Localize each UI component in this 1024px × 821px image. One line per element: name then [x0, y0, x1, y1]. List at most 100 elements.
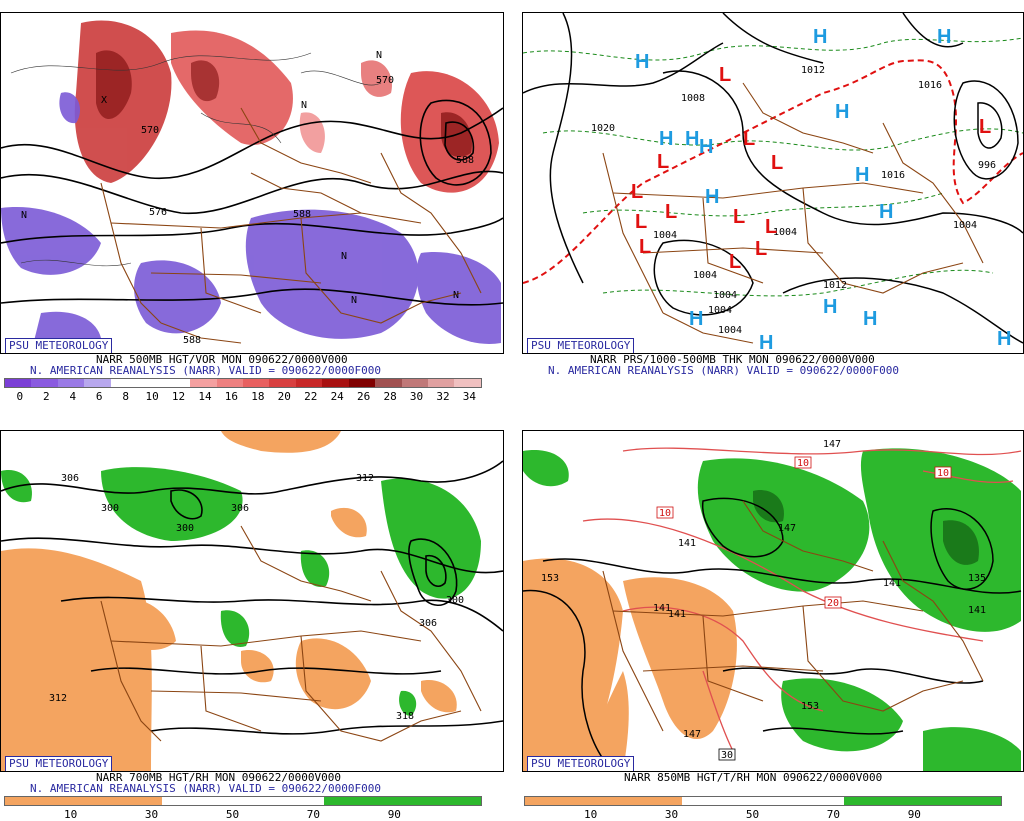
rh-colorbar-labels: 10 30 50 70 90	[4, 808, 480, 821]
colorbar-tick-label: 2	[42, 390, 50, 403]
contour-label: 153	[541, 573, 559, 584]
colorbar-tick-label: 26	[357, 390, 371, 403]
low-pressure-symbol: L	[743, 128, 755, 150]
low-pressure-symbol: L	[635, 211, 647, 233]
temp-label: 10	[797, 458, 809, 469]
contour-label: 141	[968, 605, 986, 616]
contour-label: 318	[396, 711, 414, 722]
map-500mb: 576 588 588 588 570 570 N N N N N N X PS…	[0, 12, 504, 354]
colorbar-swatch	[454, 379, 481, 387]
contour-label: 300	[101, 503, 119, 514]
isobar-label: 1012	[801, 65, 825, 76]
vort-label: N	[301, 100, 307, 111]
geography-lines	[100, 525, 482, 742]
contour-label: 588	[456, 155, 474, 166]
caption-line2: N. AMERICAN REANALYSIS (NARR) VALID = 09…	[548, 364, 899, 377]
colorbar-tick-label: 32	[436, 390, 450, 403]
vorticity-contours	[10, 52, 382, 267]
colorbar-swatch	[84, 379, 111, 387]
vort-label: N	[376, 50, 382, 61]
contour-label: 141	[678, 538, 696, 549]
high-pressure-symbol: H	[685, 128, 699, 150]
colorbar-tick-label: 10	[145, 390, 159, 403]
panel-700mb-rh: 306 300 300 306 312 300 306 312 318 PSU …	[0, 418, 504, 821]
colorbar-tick-label: 34	[462, 390, 477, 403]
height-contours	[1, 460, 503, 735]
moist-shading-dark	[753, 490, 979, 565]
colorbar-swatch	[269, 379, 296, 387]
temp-label: 30	[721, 750, 733, 761]
low-pressure-symbol: L	[979, 116, 991, 138]
contour-label: 147	[823, 439, 841, 450]
panel-500mb-vorticity: 576 588 588 588 570 570 N N N N N N X PS…	[0, 0, 504, 405]
vorticity-colorbar	[4, 378, 482, 388]
high-pressure-symbol: H	[835, 101, 849, 123]
colorbar-swatch	[57, 379, 85, 387]
caption-line1: NARR 850MB HGT/T/RH MON 090622/0000V000	[624, 771, 883, 784]
low-pressure-symbol: L	[765, 216, 777, 238]
colorbar-tick-label: 70	[826, 808, 841, 821]
colorbar-tick-label: 14	[198, 390, 212, 403]
contour-labels: 306 300 300 306 312 300 306 312 318	[49, 473, 464, 722]
high-pressure-symbol: H	[759, 332, 773, 353]
colorbar-swatch	[5, 379, 32, 387]
vort-label: N	[21, 210, 27, 221]
isobar-label: 1004	[693, 270, 717, 281]
colorbar-tick-label: 6	[95, 390, 103, 403]
vorticity-positive-shading	[74, 20, 499, 193]
vort-label: N	[453, 290, 459, 301]
contour-label: 312	[356, 473, 374, 484]
isobar-label: 1004	[708, 305, 732, 316]
colorbar-swatch	[190, 379, 217, 387]
low-pressure-symbol: L	[665, 201, 677, 223]
temperature-labels: 10 10 10 20 30	[656, 456, 952, 761]
high-pressure-symbol: H	[879, 201, 893, 223]
contour-labels: 147 153 141 141 141 141 135 141 147 153 …	[541, 439, 986, 740]
contour-label: 570	[376, 75, 394, 86]
colorbar-swatch	[31, 379, 58, 387]
panel-850mb-rh: 147 153 141 141 141 141 135 141 147 153 …	[520, 418, 1024, 821]
colorbar-tick-label: 16	[224, 390, 239, 403]
isobar-label: 996	[978, 160, 996, 171]
isobar-label: 1004	[653, 230, 677, 241]
colorbar-tick-label: 90	[387, 808, 401, 821]
isobar-label: 1008	[681, 93, 705, 104]
colorbar-swatch	[428, 379, 455, 387]
isobar-label: 1020	[591, 123, 615, 134]
map-500mb-svg: 576 588 588 588 570 570 N N N N N N X	[1, 20, 503, 353]
contour-label: 576	[149, 207, 167, 218]
geography-lines	[100, 107, 482, 344]
colorbar-tick-label: 50	[225, 808, 240, 821]
colorbar-tick-label: 50	[745, 808, 760, 821]
high-pressure-symbol: H	[997, 328, 1011, 350]
high-pressure-symbol: H	[823, 296, 837, 318]
colorbar-swatch	[375, 379, 402, 387]
colorbar-tick-label: 0	[16, 390, 24, 403]
temp-label: 10	[659, 508, 671, 519]
colorbar-tick-label: 70	[306, 808, 321, 821]
contour-label: 588	[293, 209, 311, 220]
isobar-label: 1004	[773, 227, 797, 238]
isobar-label: 1016	[918, 80, 942, 91]
contour-label: 141	[653, 603, 671, 614]
contour-label: 141	[668, 609, 686, 620]
high-pressure-symbol: H	[699, 136, 713, 158]
panel-pressure-thickness: 1020 1008 1012 1016 1016 1004 1004 1004 …	[520, 0, 1024, 405]
colorbar-tick-label: 12	[171, 390, 186, 403]
colorbar-tick-label: 24	[330, 390, 344, 403]
low-pressure-symbol: L	[755, 238, 767, 260]
contour-label: 306	[419, 618, 437, 629]
contour-label: 300	[176, 523, 194, 534]
caption-line1: NARR PRS/1000-500MB THK MON 090622/0000V…	[590, 353, 875, 366]
brand-label: PSU METEOROLOGY	[527, 338, 635, 353]
colorbar-tick-label: 10	[64, 808, 78, 821]
contour-labels: 576 588 588 588 570 570 N N N N N N X	[21, 50, 474, 346]
low-pressure-symbol: L	[639, 236, 651, 258]
high-pressure-symbol: H	[813, 26, 827, 48]
colorbar-swatch	[110, 379, 138, 387]
colorbar-tick-label: 18	[251, 390, 265, 403]
colorbar-swatch	[163, 379, 191, 387]
map-850mb-svg: 147 153 141 141 141 141 135 141 147 153 …	[523, 439, 1022, 771]
low-pressure-symbol: L	[733, 206, 745, 228]
contour-label: 306	[61, 473, 79, 484]
